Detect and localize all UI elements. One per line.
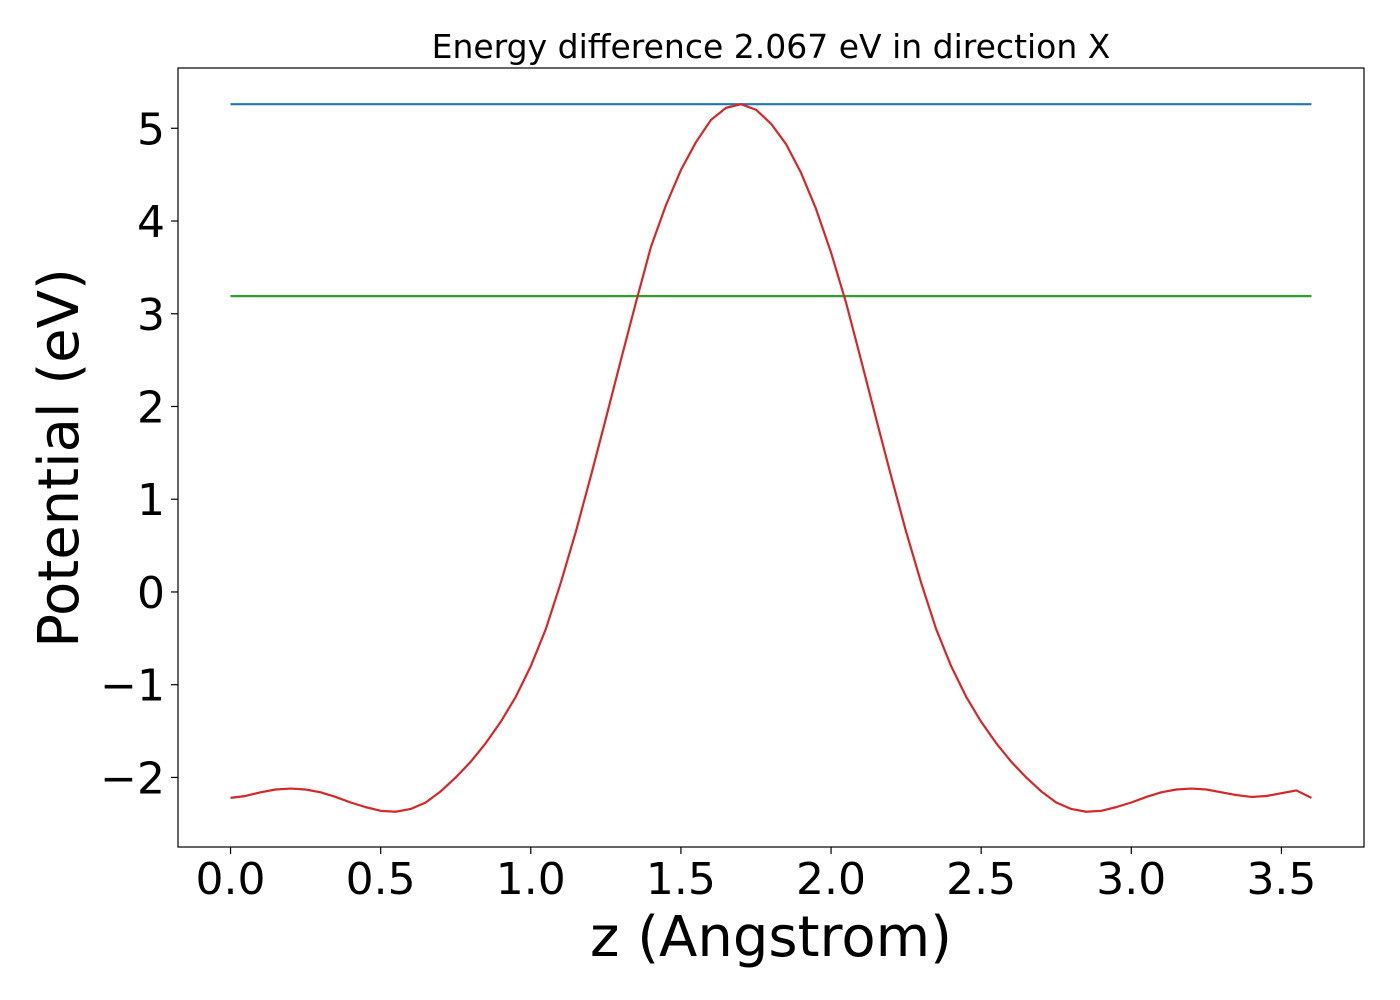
x-tick-label: 0.5 xyxy=(346,854,416,905)
chart-title: Energy difference 2.067 eV in direction … xyxy=(432,27,1111,66)
x-tick-label: 0.0 xyxy=(196,854,266,905)
y-tick-label: 3 xyxy=(137,290,165,341)
y-tick-label: −1 xyxy=(100,661,165,712)
y-tick-label: 5 xyxy=(137,104,165,155)
y-tick-label: −2 xyxy=(100,753,165,804)
y-tick-label: 1 xyxy=(137,475,165,526)
x-tick-label: 2.0 xyxy=(796,854,866,905)
x-tick-label: 2.5 xyxy=(946,854,1016,905)
x-tick-label: 1.0 xyxy=(496,854,566,905)
x-axis-ticks: 0.0 0.5 1.0 1.5 2.0 2.5 3.0 3.5 xyxy=(196,847,1316,905)
x-tick-label: 1.5 xyxy=(646,854,716,905)
y-axis-ticks: −2 −1 0 1 2 3 4 5 xyxy=(100,104,178,804)
y-axis-label: Potential (eV) xyxy=(27,268,92,648)
x-tick-label: 3.0 xyxy=(1096,854,1166,905)
y-tick-label: 0 xyxy=(137,568,165,619)
series-layer xyxy=(230,103,1312,813)
y-tick-label: 2 xyxy=(137,382,165,433)
y-tick-label: 4 xyxy=(137,197,165,248)
plot-frame xyxy=(177,67,1365,848)
series-line-3 xyxy=(230,103,1312,813)
x-tick-label: 3.5 xyxy=(1246,854,1316,905)
x-axis-label: z (Angstrom) xyxy=(590,905,952,970)
